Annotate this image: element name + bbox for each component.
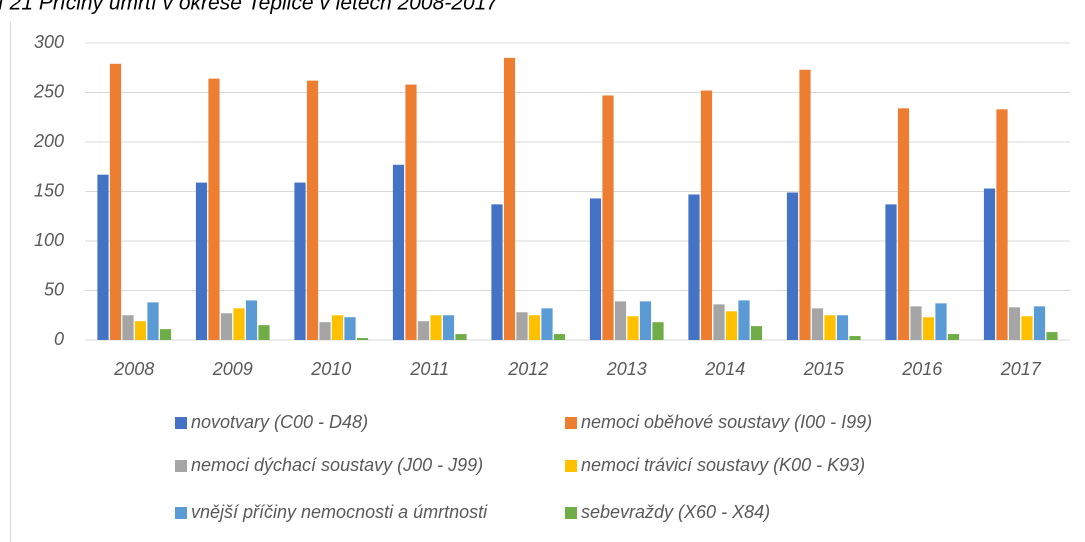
chart-title: f 21 Příčiny úmrtí v okrese Teplice v le…: [0, 0, 499, 15]
bar: [516, 312, 528, 340]
y-tick-label: 200: [33, 131, 64, 151]
bar: [195, 182, 208, 340]
bar: [122, 315, 134, 340]
bar: [109, 63, 122, 340]
x-tick-label: 2011: [409, 359, 449, 379]
x-tick-label: 2010: [310, 359, 351, 379]
bar: [922, 317, 935, 340]
legend-swatch: [175, 507, 187, 519]
bar: [983, 188, 996, 340]
bar: [233, 308, 245, 340]
bar: [947, 334, 960, 340]
bar: [786, 192, 799, 340]
bar: [208, 78, 220, 340]
bar: [627, 316, 639, 340]
legend-label: vnější příčiny nemocnosti a úmrtnosti: [191, 502, 488, 522]
bar: [996, 109, 1008, 340]
bar: [750, 326, 763, 340]
bar: [392, 164, 405, 340]
bar: [738, 300, 750, 340]
legend-label: nemoci trávicí soustavy (K00 - K93): [581, 455, 865, 475]
bar: [417, 321, 430, 340]
bar: [824, 315, 836, 340]
bar: [688, 194, 700, 340]
bar: [713, 304, 725, 340]
bar: [331, 315, 344, 340]
x-tick-label: 2013: [606, 359, 647, 379]
x-tick-label: 2014: [704, 359, 745, 379]
legend-swatch: [565, 460, 577, 472]
bar: [1021, 316, 1033, 340]
bar: [356, 338, 369, 340]
bar: [430, 315, 442, 340]
bar: [700, 90, 713, 341]
bar: [147, 302, 159, 340]
bar: [503, 57, 516, 340]
bar: [319, 322, 331, 340]
bar: [1008, 307, 1021, 340]
bar: [442, 315, 455, 340]
bar: [1046, 332, 1058, 340]
bar: [220, 313, 233, 340]
x-tick-label: 2012: [507, 359, 548, 379]
legend-label: sebevraždy (X60 - X84): [581, 502, 770, 522]
bar: [811, 308, 824, 340]
bar: [553, 334, 566, 340]
bar: [294, 182, 306, 340]
bar: [159, 329, 172, 340]
bar: [528, 315, 541, 340]
x-tick-label: 2017: [1000, 359, 1042, 379]
bar: [455, 334, 467, 340]
bar: [614, 301, 627, 340]
bar: [639, 301, 652, 340]
legend-swatch: [175, 460, 187, 472]
x-tick-label: 2009: [212, 359, 253, 379]
x-tick-label: 2016: [901, 359, 943, 379]
bar: [97, 174, 109, 340]
legend-swatch: [565, 417, 577, 429]
bar: [725, 311, 738, 340]
legend-swatch: [175, 417, 187, 429]
bar: [344, 317, 356, 340]
y-tick-label: 250: [33, 81, 64, 101]
y-tick-label: 0: [54, 329, 64, 349]
x-tick-label: 2015: [803, 359, 845, 379]
y-tick-label: 150: [34, 180, 64, 200]
bar: [935, 303, 947, 340]
bar: [897, 108, 910, 340]
bar: [910, 306, 922, 340]
bar: [1033, 306, 1046, 340]
legend-label: nemoci dýchací soustavy (J00 - J99): [191, 455, 483, 475]
bar: [245, 300, 258, 340]
bar: [491, 204, 503, 340]
bar: [589, 198, 602, 340]
bar: [306, 80, 319, 341]
bar: [652, 322, 664, 340]
legend-swatch: [565, 507, 577, 519]
bar: [134, 321, 147, 340]
y-tick-label: 300: [34, 32, 64, 52]
bar: [885, 204, 897, 340]
bar: [405, 84, 417, 340]
x-tick-label: 2008: [113, 359, 154, 379]
y-tick-label: 100: [34, 230, 64, 250]
y-tick-label: 50: [44, 279, 64, 299]
bar: [258, 325, 270, 340]
bar: [799, 69, 811, 340]
bar: [836, 315, 849, 340]
legend-label: novotvary (C00 - D48): [191, 412, 368, 432]
bar: [849, 336, 861, 340]
bar: [602, 95, 614, 340]
legend-label: nemoci oběhové soustavy (I00 - I99): [581, 412, 872, 432]
bar: [541, 308, 553, 340]
